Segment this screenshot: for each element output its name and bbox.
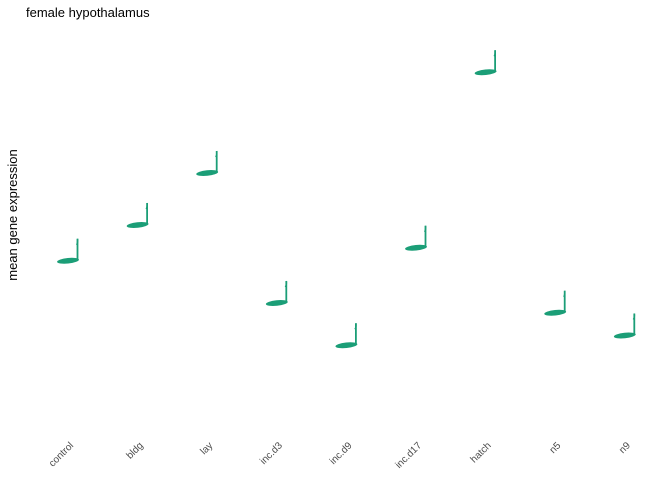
- data-point: [335, 323, 358, 349]
- data-point: [405, 225, 427, 251]
- data-point: [265, 280, 288, 307]
- x-tick-label: hatch: [469, 440, 494, 465]
- note-head: [196, 169, 219, 177]
- note-flag: [423, 225, 427, 233]
- note-flag: [75, 238, 79, 246]
- note-head: [126, 221, 149, 229]
- note-flag: [493, 50, 496, 57]
- x-tick-label: lay: [198, 440, 215, 457]
- x-tick-label: inc.d3: [258, 440, 285, 467]
- x-tick-label: control: [47, 440, 76, 469]
- data-point: [57, 238, 79, 264]
- note-head: [474, 69, 497, 76]
- note-flag: [354, 323, 357, 330]
- x-tick-label: inc.d9: [328, 440, 355, 467]
- note-flag: [145, 202, 148, 210]
- note-flag: [215, 150, 218, 158]
- note-head: [57, 257, 79, 264]
- data-point: [126, 202, 149, 229]
- x-tick-label: n9: [617, 440, 633, 456]
- note-head: [335, 342, 358, 349]
- x-tick-label: bldg: [125, 440, 146, 461]
- note-head: [405, 244, 427, 251]
- x-tick-label: inc.d17: [394, 440, 425, 471]
- y-axis-label: mean gene expression: [5, 149, 20, 281]
- note-flag: [632, 313, 636, 320]
- data-point: [544, 290, 567, 316]
- x-tick-label: n5: [548, 440, 564, 456]
- chart-title: female hypothalamus: [26, 5, 150, 20]
- note-flag: [284, 280, 288, 288]
- note-head: [544, 309, 567, 316]
- note-head: [265, 299, 288, 307]
- data-point: [196, 150, 219, 177]
- data-point: [474, 50, 497, 76]
- data-point: [613, 313, 636, 339]
- note-flag: [563, 290, 566, 298]
- note-head: [613, 332, 636, 339]
- data-marks: [57, 50, 636, 349]
- x-tick-labels: control bldg lay inc.d3 inc.d9 inc.d17 hatch n5…: [47, 440, 633, 471]
